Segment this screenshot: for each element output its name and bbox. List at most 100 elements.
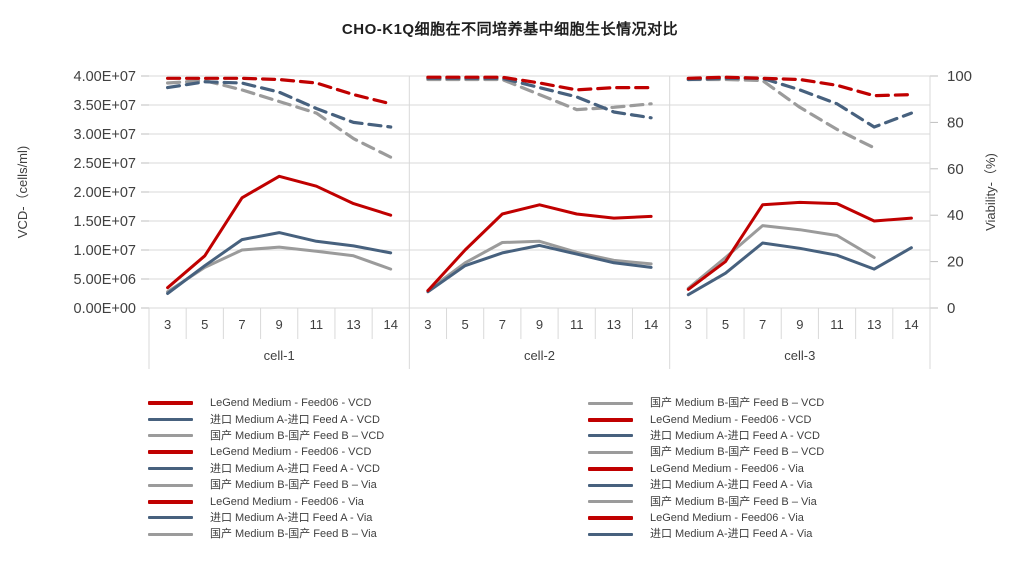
x-day-label: 14 xyxy=(904,317,918,332)
legend-label: 进口 Medium A-进口 Feed A - VCD xyxy=(210,462,380,475)
legend-label: 进口 Medium A-进口 Feed A - VCD xyxy=(210,413,380,426)
legend-column-left: LeGend Medium - Feed06 - VCD 进口 Medium A-… xyxy=(148,395,384,543)
y-left-tick: 1.50E+07 xyxy=(74,214,137,230)
legend-swatch-red-line xyxy=(148,450,193,455)
x-day-label: 7 xyxy=(759,317,766,332)
legend-label: 进口 Medium A-进口 Feed A - Via xyxy=(650,528,813,541)
y-right-axis-title: Viability-（%) xyxy=(983,153,998,231)
legend-item: 国产 Medium B-国产 Feed B – Via xyxy=(588,493,824,509)
y-left-tick: 5.00E+06 xyxy=(74,272,137,288)
x-day-label: 5 xyxy=(201,317,208,332)
x-group-label: cell-1 xyxy=(264,348,295,363)
legend-swatch-blue-line xyxy=(588,532,633,536)
x-day-label: 9 xyxy=(276,317,283,332)
legend-item: 进口 Medium A-进口 Feed A - VCD xyxy=(148,461,384,477)
legend-swatch-gray-line xyxy=(588,500,633,504)
x-day-label: 3 xyxy=(685,317,692,332)
x-day-label: 13 xyxy=(607,317,621,332)
legend-label: 进口 Medium A-进口 Feed A - Via xyxy=(650,479,813,492)
legend-swatch-blue-line xyxy=(148,418,193,422)
legend-item: 国产 Medium B-国产 Feed B – VCD xyxy=(588,444,824,460)
legend-item: 国产 Medium B-国产 Feed B – Via xyxy=(148,477,384,493)
legend-item: 国产 Medium B-国产 Feed B – Via xyxy=(148,526,384,542)
legend-swatch-gray-line xyxy=(588,450,633,454)
legend-swatch-red-line xyxy=(588,417,633,422)
legend-label: 国产 Medium B-国产 Feed B – VCD xyxy=(210,429,385,442)
legend-swatch-red-line xyxy=(148,499,193,504)
x-day-label: 5 xyxy=(462,317,469,332)
legend-item: 进口 Medium A-进口 Feed A - Via xyxy=(148,510,384,526)
legend-item: LeGend Medium - Feed06 - Via xyxy=(148,493,384,509)
legend-swatch-blue-line xyxy=(588,483,633,487)
legend-swatch-blue-line xyxy=(148,516,193,520)
legend-label: LeGend Medium - Feed06 - Via xyxy=(650,462,804,475)
y-right-tick: 20 xyxy=(947,254,964,271)
legend-label: 国产 Medium B-国产 Feed B – Via xyxy=(650,495,817,508)
x-day-label: 9 xyxy=(536,317,543,332)
legend-swatch-gray-line xyxy=(148,532,193,536)
legend-swatch-red-line xyxy=(148,401,193,406)
x-day-label: 3 xyxy=(164,317,171,332)
legend-item: 进口 Medium A-进口 Feed A - Via xyxy=(588,477,824,493)
legend-swatch-gray-line xyxy=(588,401,633,405)
legend-item: 进口 Medium A-进口 Feed A - VCD xyxy=(588,428,824,444)
legend-label: LeGend Medium - Feed06 - VCD xyxy=(650,413,812,426)
chart-title: CHO-K1Q细胞在不同培养基中细胞生长情况对比 xyxy=(341,21,679,38)
legend-swatch-red-line xyxy=(588,466,633,471)
legend-label: 国产 Medium B-国产 Feed B – Via xyxy=(210,528,377,541)
y-left-tick: 3.00E+07 xyxy=(74,127,137,143)
y-right-tick: 60 xyxy=(947,161,964,178)
x-day-label: 11 xyxy=(310,317,324,332)
legend-column-right: 国产 Medium B-国产 Feed B – VCD LeGend Medium… xyxy=(588,395,824,543)
legend-label: 国产 Medium B-国产 Feed B – VCD xyxy=(650,446,825,459)
y-right-tick: 80 xyxy=(947,114,964,131)
x-group-label: cell-3 xyxy=(784,348,815,363)
legend-swatch-blue-line xyxy=(148,467,193,471)
legend-label: 进口 Medium A-进口 Feed A - VCD xyxy=(650,429,820,442)
legend-label: LeGend Medium - Feed06 - Via xyxy=(650,511,804,524)
chart-canvas: 4.00E+07 3.50E+07 3.00E+07 2.50E+07 2.00E+07… xyxy=(15,68,998,369)
y-right-tick: 0 xyxy=(947,300,955,317)
legend-label: LeGend Medium - Feed06 - Via xyxy=(210,495,364,508)
legend-label: 国产 Medium B-国产 Feed B – VCD xyxy=(650,397,825,410)
x-day-label: 14 xyxy=(384,317,398,332)
x-day-label: 5 xyxy=(722,317,729,332)
legend-swatch-gray-line xyxy=(148,434,193,438)
legend-item: LeGend Medium - Feed06 - VCD xyxy=(148,444,384,460)
x-day-label: 11 xyxy=(830,317,844,332)
legend-swatch-blue-line xyxy=(588,434,633,438)
legend-swatch-gray-line xyxy=(148,483,193,487)
legend-label: LeGend Medium - Feed06 - VCD xyxy=(210,446,372,459)
legend-label: 国产 Medium B-国产 Feed B – Via xyxy=(210,479,377,492)
x-day-label: 7 xyxy=(238,317,245,332)
x-day-label: 13 xyxy=(867,317,881,332)
legend-label: 进口 Medium A-进口 Feed A - Via xyxy=(210,511,373,524)
legend-item: LeGend Medium - Feed06 - VCD xyxy=(148,395,384,411)
y-left-tick: 2.00E+07 xyxy=(74,185,137,201)
legend-item: LeGend Medium - Feed06 - Via xyxy=(588,461,824,477)
x-day-label: 3 xyxy=(424,317,431,332)
legend-item: 进口 Medium A-进口 Feed A - Via xyxy=(588,526,824,542)
legend-swatch-red-line xyxy=(588,515,633,520)
x-group-label: cell-2 xyxy=(524,348,555,363)
y-left-axis-title: VCD-（cells/ml) xyxy=(15,146,30,238)
x-day-label: 13 xyxy=(346,317,360,332)
x-day-label: 9 xyxy=(796,317,803,332)
y-left-tick: 3.50E+07 xyxy=(74,98,137,114)
legend-item: LeGend Medium - Feed06 - VCD xyxy=(588,411,824,427)
y-left-tick: 2.50E+07 xyxy=(74,156,137,172)
legend-item: 进口 Medium A-进口 Feed A - VCD xyxy=(148,411,384,427)
x-day-label: 14 xyxy=(644,317,658,332)
legend-item: 国产 Medium B-国产 Feed B – VCD xyxy=(588,395,824,411)
x-day-label: 11 xyxy=(570,317,584,332)
x-day-label: 7 xyxy=(499,317,506,332)
legend-item: LeGend Medium - Feed06 - Via xyxy=(588,510,824,526)
y-left-tick: 4.00E+07 xyxy=(74,69,137,85)
legend-item: 国产 Medium B-国产 Feed B – VCD xyxy=(148,428,384,444)
y-right-tick: 40 xyxy=(947,207,964,224)
y-right-tick: 100 xyxy=(947,68,972,85)
y-left-tick: 1.00E+07 xyxy=(74,243,137,259)
legend-label: LeGend Medium - Feed06 - VCD xyxy=(210,397,372,410)
y-left-tick: 0.00E+00 xyxy=(74,301,137,317)
